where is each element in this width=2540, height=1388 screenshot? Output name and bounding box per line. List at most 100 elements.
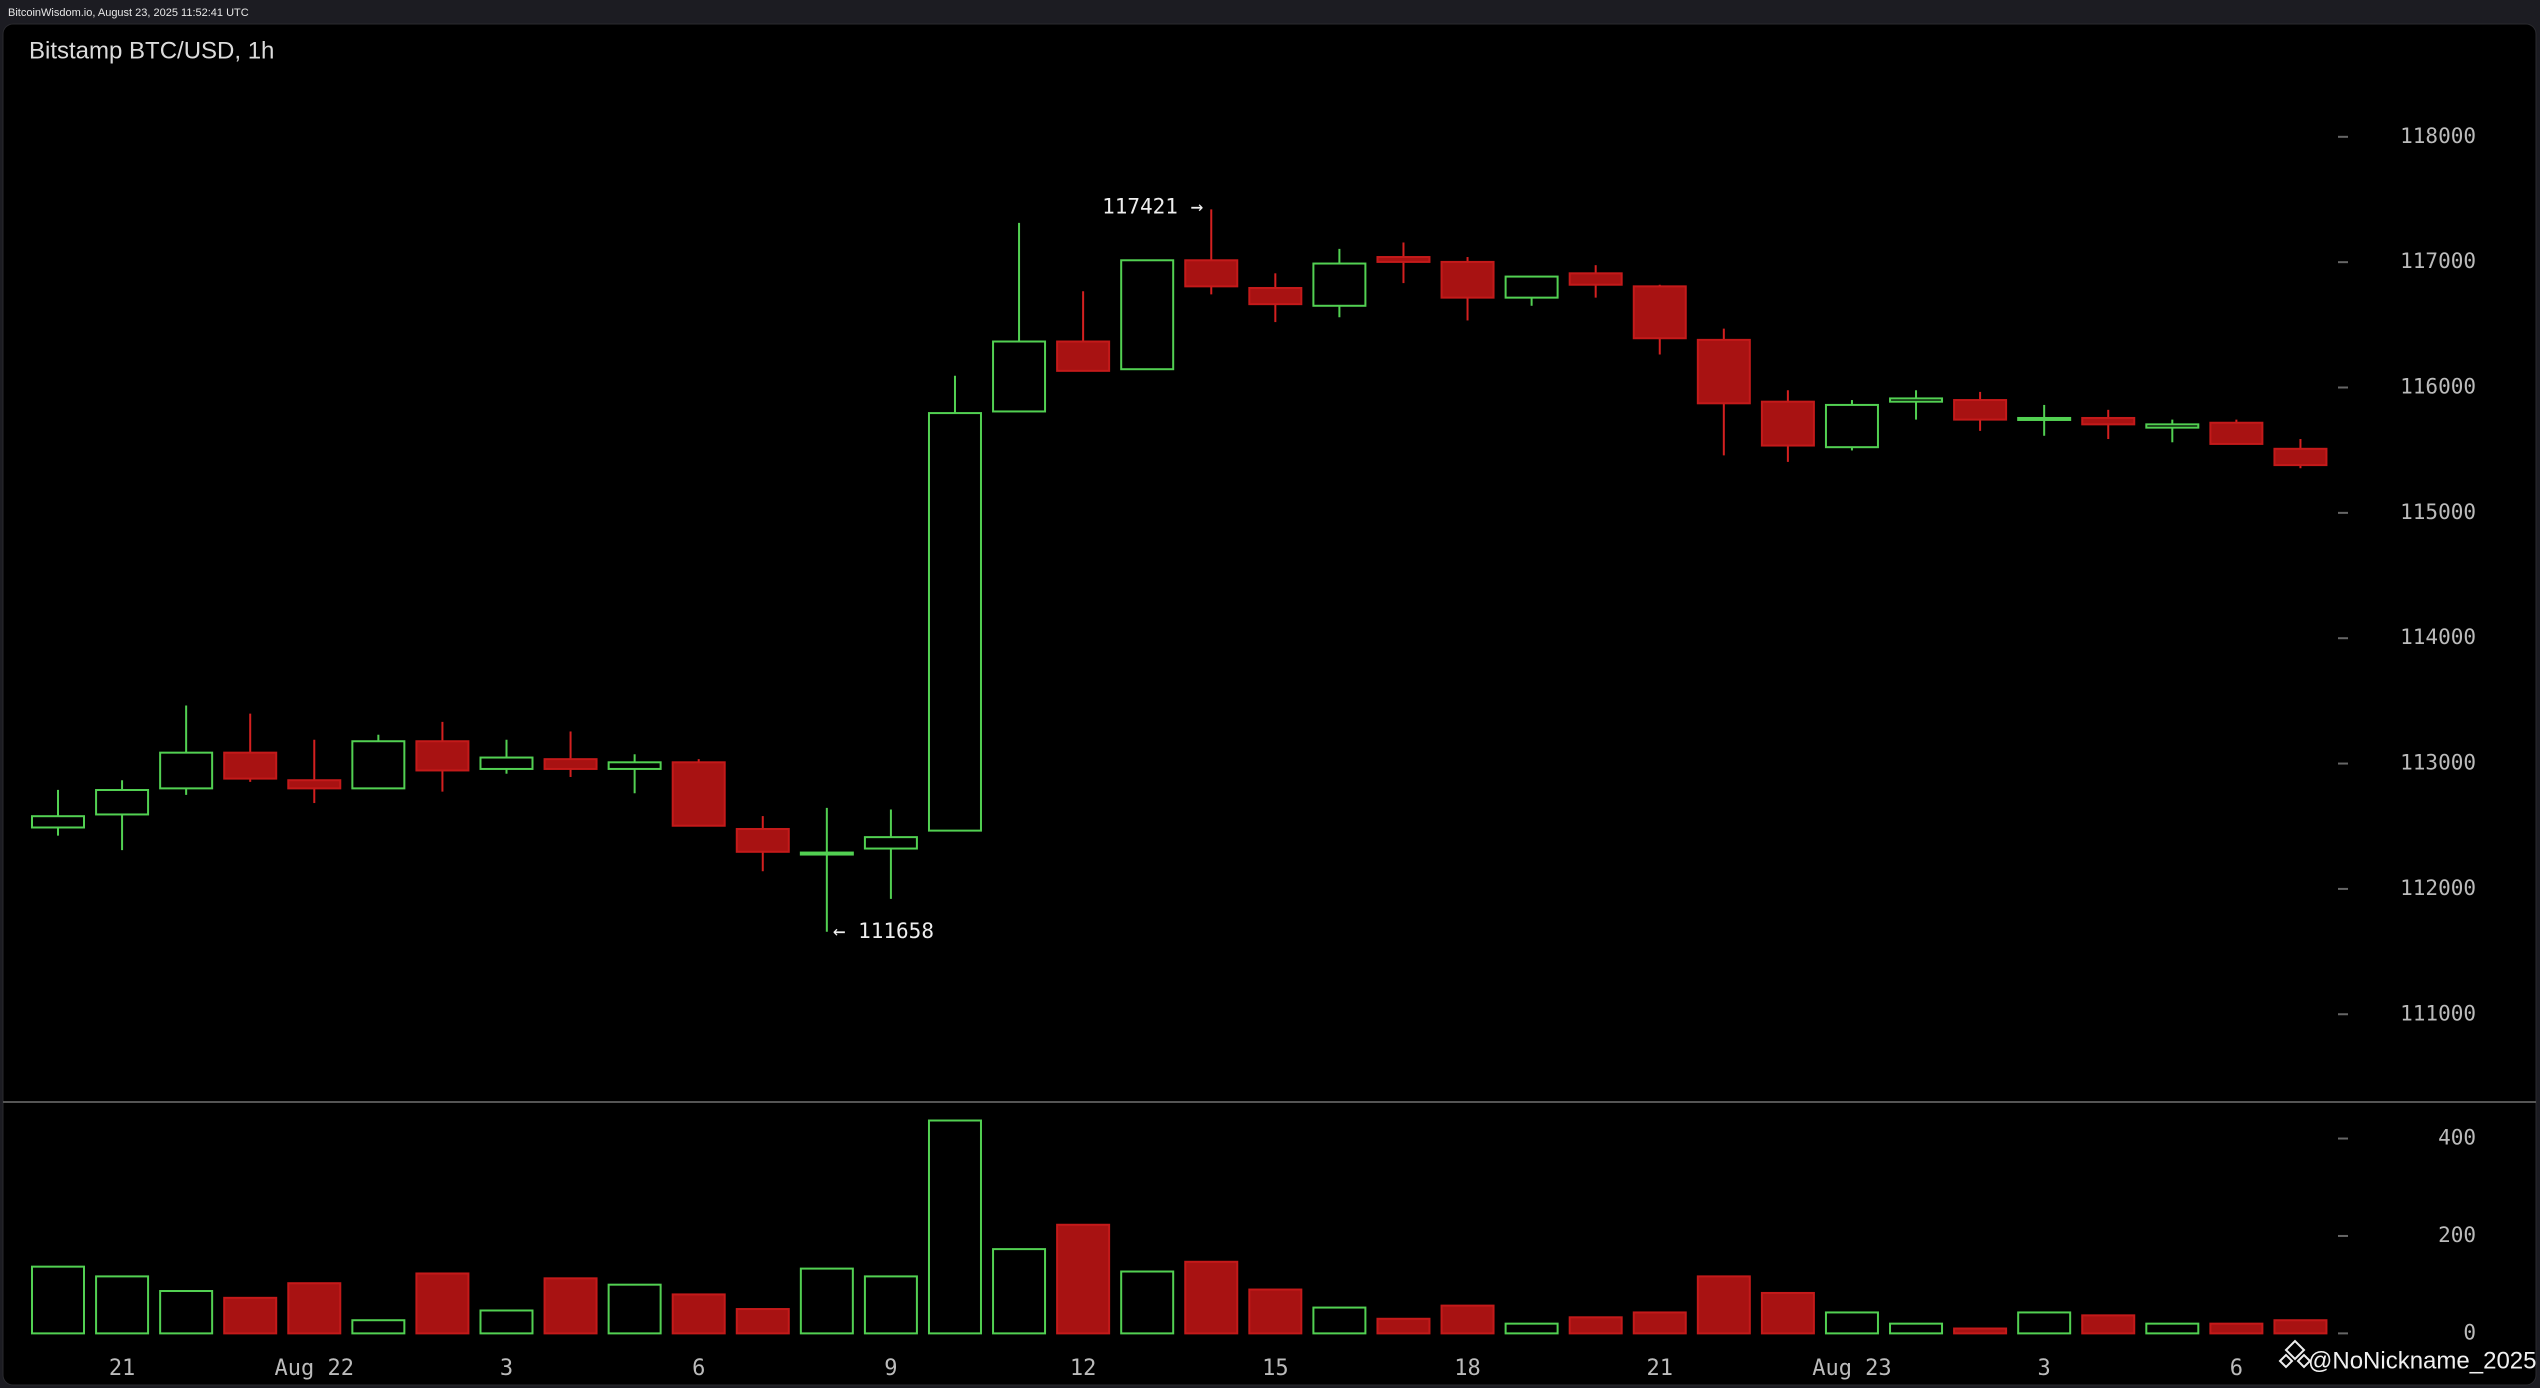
candle-body [2081,416,2136,426]
candle-body [159,751,214,790]
x-tick-label: 18 [1454,1356,1481,1381]
candle-body [31,815,85,829]
candle-body [1889,397,1944,403]
watermark-icon [2278,1339,2312,1369]
volume-bar [2017,1311,2072,1335]
volume-bar [2145,1322,2200,1335]
volume-bar [735,1308,790,1335]
y-tick-label: 111000 [2400,1001,2476,1025]
candle-body [1248,286,1303,306]
volume-bar [799,1267,854,1335]
volume-bar [223,1296,278,1335]
volume-bar [287,1282,342,1335]
y-tick-label: 115000 [2400,500,2476,524]
candle-body [2273,447,2328,467]
candle-body [1056,340,1111,372]
y-tick-label: 400 [2438,1126,2476,1150]
candle-body [799,851,854,856]
candle-body [1824,403,1879,449]
candle-body [992,340,1047,413]
annotation: 117421 → [1102,194,1203,218]
x-tick-label: 21 [1647,1356,1674,1381]
chart-title: Bitstamp BTC/USD, 1h [29,37,274,64]
candle-body [927,412,982,832]
y-tick-label: 116000 [2400,375,2476,399]
y-tick-label: 200 [2438,1223,2476,1247]
candle-body [1696,338,1751,405]
x-tick-label: 6 [2230,1356,2243,1381]
volume-bar [159,1290,214,1335]
y-tick-label: 0 [2463,1320,2476,1344]
candle-body [415,740,470,772]
candle-body [287,779,342,790]
volume-bar [1696,1275,1751,1335]
x-tick-label: 3 [2038,1356,2051,1381]
volume-bar [1312,1306,1367,1335]
volume-bar [1184,1260,1239,1335]
candle-body [95,789,150,816]
x-tick-label: 9 [884,1356,897,1381]
x-tick-label: Aug 22 [275,1356,354,1381]
volume-bar [1824,1311,1879,1335]
y-tick-label: 113000 [2400,751,2476,775]
candle-body [1953,399,2008,421]
candle-body [1568,272,1623,286]
candle-body [543,758,598,770]
candle-body [1632,285,1687,340]
volume-bar [95,1275,150,1335]
volume-bar [1632,1311,1687,1335]
volume-bar [31,1265,85,1335]
candle-body [607,761,662,770]
volume-bar [1248,1288,1303,1335]
volume-bar [543,1277,598,1335]
candle-body [1184,259,1239,288]
volume-bar [479,1309,534,1335]
candle-body [351,740,406,790]
candle-body [671,761,726,827]
x-tick-label: 15 [1262,1356,1289,1381]
volume-bar [992,1248,1047,1335]
volume-bar [2081,1314,2136,1335]
x-tick-label: 12 [1070,1356,1097,1381]
chart-frame [2,23,2537,1386]
y-tick-label: 117000 [2400,249,2476,273]
candle-body [2145,423,2200,429]
candle-body [2017,416,2072,421]
volume-bar [1889,1322,1944,1335]
candle-body [1312,262,1367,307]
volume-bar [1120,1270,1175,1335]
candle-body [1376,256,1431,263]
candle-body [735,827,790,853]
x-tick-label: 3 [500,1356,513,1381]
watermark: @NoNickname_2025 [2278,1339,2536,1374]
volume-bar [1953,1327,2008,1335]
candle-body [863,836,918,850]
x-tick-label: 6 [692,1356,705,1381]
volume-bar [607,1283,662,1335]
volume-bar [1056,1223,1111,1335]
annotation: ← 111658 [833,919,934,943]
candle-body [479,756,534,770]
volume-bar [1760,1291,1815,1335]
volume-bar [671,1293,726,1335]
watermark-text: @NoNickname_2025 [2308,1347,2536,1374]
y-tick-label: 114000 [2400,625,2476,649]
volume-bar [351,1319,406,1335]
volume-bar [863,1275,918,1335]
candle-body [223,751,278,780]
x-tick-label: 21 [109,1356,136,1381]
volume-bar [2273,1319,2328,1335]
y-tick-label: 112000 [2400,876,2476,900]
candle-body [1760,400,1815,447]
volume-bar [1504,1322,1559,1335]
header-text: BitcoinWisdom.io, August 23, 2025 11:52:… [8,7,249,19]
volume-bar [1376,1317,1431,1335]
candle-body [2209,421,2264,445]
candle-body [1504,275,1559,299]
candle-body [1440,260,1495,299]
volume-bar [927,1119,982,1335]
volume-bar [1568,1316,1623,1335]
candle-body [1120,259,1175,371]
